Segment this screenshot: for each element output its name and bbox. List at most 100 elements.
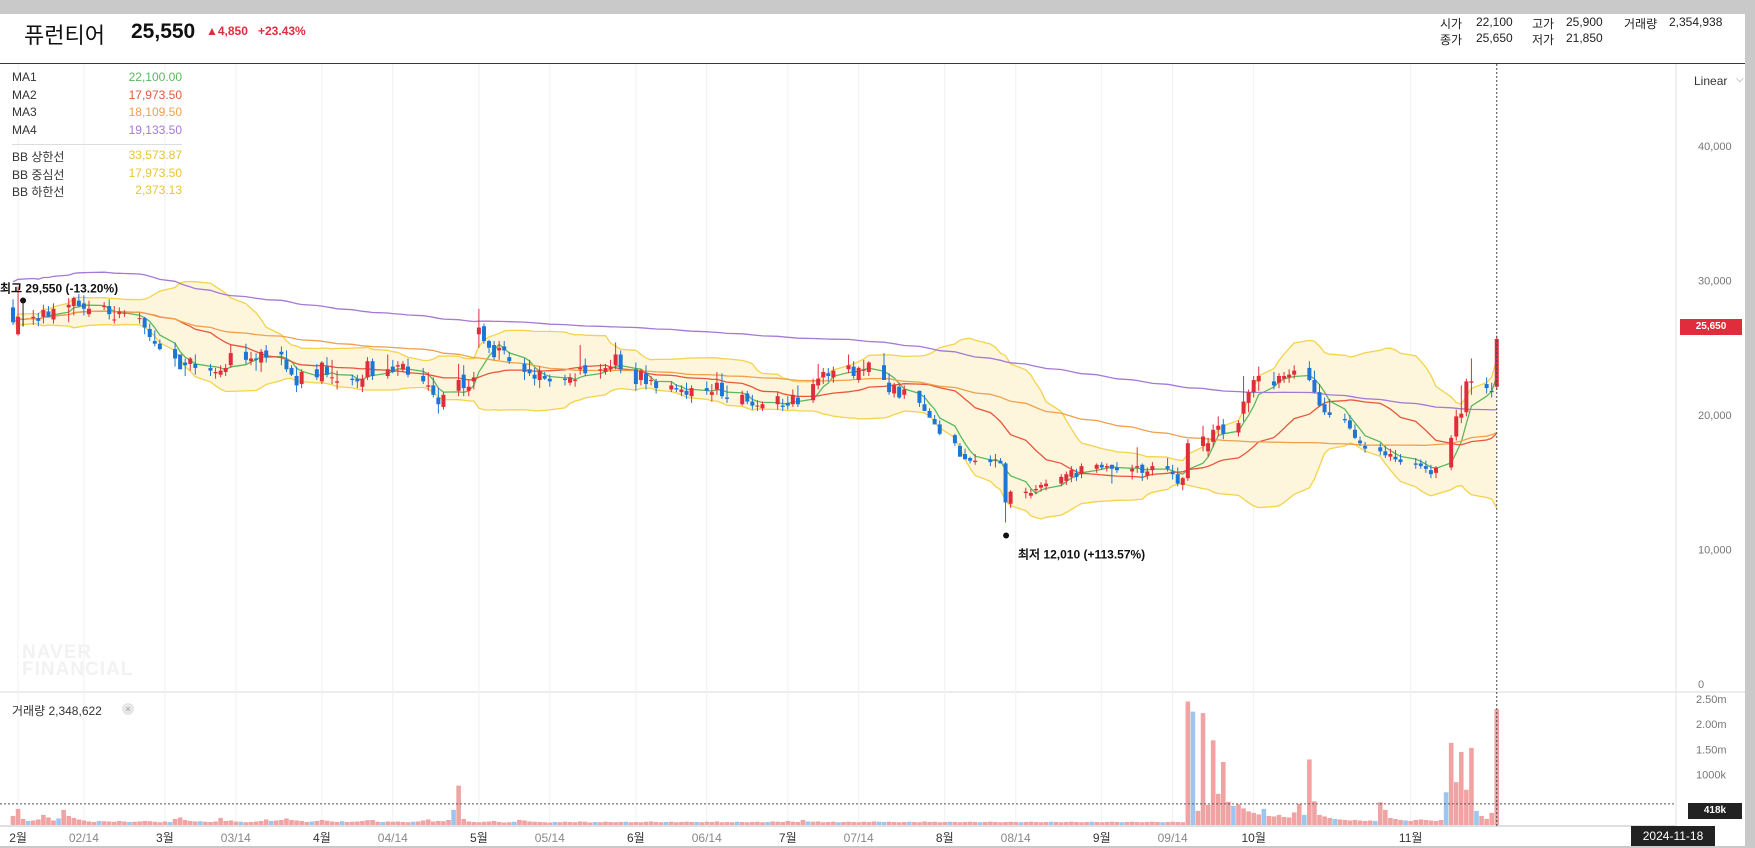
x-tick-label: 08/14 xyxy=(1001,831,1031,845)
volume-bar xyxy=(1200,713,1206,825)
candle-body xyxy=(405,366,410,375)
candle-body xyxy=(547,378,552,382)
candle-body xyxy=(1165,466,1170,469)
volume-bar xyxy=(122,821,127,825)
volume-bar xyxy=(739,821,745,825)
scale-mode-select[interactable]: Linear xyxy=(1694,74,1728,88)
volume-bar xyxy=(461,818,466,825)
candle-body xyxy=(1130,468,1135,472)
candle-body xyxy=(750,401,755,406)
volume-tick-label: 1.50m xyxy=(1696,744,1727,756)
volume-bar xyxy=(886,821,892,825)
volume-bar xyxy=(689,821,694,825)
close-icon[interactable]: × xyxy=(122,703,134,715)
volume-bar xyxy=(71,817,77,825)
volume-bar xyxy=(1013,821,1018,825)
volume-bar xyxy=(258,820,264,825)
volume-bar xyxy=(567,821,573,825)
volume-bar xyxy=(1408,820,1413,825)
candle-body xyxy=(319,362,324,382)
volume-bar xyxy=(674,822,679,825)
candle-body xyxy=(456,380,461,391)
candle-body xyxy=(1175,474,1180,484)
volume-bar xyxy=(223,820,228,825)
candle-body xyxy=(755,405,760,407)
volume-bar xyxy=(446,819,451,825)
candle-body xyxy=(441,394,446,407)
volume-bar xyxy=(456,785,461,825)
bb-middle-legend-value: 17,973.50 xyxy=(128,165,182,180)
volume-bar xyxy=(1357,820,1363,825)
volume-bar xyxy=(942,821,948,825)
candle-body xyxy=(228,353,233,366)
volume-bar xyxy=(263,819,269,825)
watermark-line-1: NAVER xyxy=(22,642,93,663)
volume-bar xyxy=(268,820,274,825)
volume-bar xyxy=(527,821,532,825)
volume-bar xyxy=(1448,742,1454,825)
candle-body xyxy=(998,460,1003,464)
volume-bar xyxy=(826,821,831,825)
candle-body xyxy=(1489,390,1494,393)
ma3-legend-value: 18,109.50 xyxy=(128,105,182,119)
candle-body xyxy=(1277,375,1281,383)
volume-bar xyxy=(1307,759,1312,825)
candle-body xyxy=(1038,484,1043,488)
volume-tick-label: 1000k xyxy=(1696,770,1726,782)
volume-bar xyxy=(1139,822,1145,825)
volume-bar xyxy=(1058,822,1064,825)
volume-bar xyxy=(1069,821,1074,825)
bb-upper-legend: BB 상한선 33,573.87 xyxy=(12,148,182,166)
volume-bars xyxy=(10,701,1500,825)
price-chart[interactable]: 2월 02/14 3월 03/14 4월 04/14 5월 05/14 6월 06/14 7월 07/… xyxy=(0,14,1745,846)
volume-bar xyxy=(998,822,1003,825)
chevron-down-icon[interactable]: ⌵ xyxy=(1736,74,1744,85)
volume-badge: 418k xyxy=(1688,803,1742,819)
volume-bar xyxy=(1150,821,1155,825)
candle-body xyxy=(1135,466,1140,468)
ma2-legend: MA2 17,973.50 xyxy=(12,88,182,106)
volume-bar xyxy=(248,821,254,825)
volume-bar xyxy=(572,822,578,825)
volume-bar xyxy=(932,821,937,825)
volume-bar xyxy=(1393,818,1398,825)
volume-bar xyxy=(993,821,998,825)
volume-bar xyxy=(233,821,239,825)
candle-body xyxy=(51,308,56,320)
candle-body xyxy=(968,458,973,461)
candle-body xyxy=(573,380,578,382)
header-bar: 퓨런티어 25,550 ▲4,850 +23.43% 시가 22,100 종가 … xyxy=(0,14,1745,64)
volume-bar xyxy=(1398,819,1403,825)
volume-bar xyxy=(790,821,796,825)
volume-bar xyxy=(831,821,836,825)
volume-bar xyxy=(476,822,482,825)
volume-bar xyxy=(506,822,512,825)
volume-bar xyxy=(922,821,927,825)
candle-body xyxy=(669,385,674,390)
volume-bar xyxy=(41,814,46,825)
candle-body xyxy=(887,382,892,393)
volume-bar xyxy=(238,821,244,825)
candle-body xyxy=(1140,464,1145,473)
volume-bar xyxy=(1332,818,1338,825)
volume-bar xyxy=(1418,819,1424,825)
volume-bar xyxy=(1352,819,1358,825)
candle-body xyxy=(213,371,218,374)
candle-body xyxy=(1236,423,1241,433)
stock-name: 퓨런티어 xyxy=(24,23,105,48)
volume-bar xyxy=(385,821,391,825)
volume-bar xyxy=(1484,818,1489,825)
candle-body xyxy=(831,370,836,378)
candle-body xyxy=(142,318,147,328)
volume-bar xyxy=(81,820,87,825)
candle-body xyxy=(1221,424,1226,434)
volume-bar xyxy=(309,821,315,825)
volume-bar xyxy=(1266,815,1272,825)
candle-body xyxy=(568,377,573,383)
candle-body xyxy=(790,394,795,405)
volume-bar xyxy=(1494,709,1500,825)
volume-bar xyxy=(517,819,522,825)
candle-body xyxy=(1033,488,1038,491)
candle-body xyxy=(674,388,679,390)
candle-body xyxy=(654,381,659,389)
